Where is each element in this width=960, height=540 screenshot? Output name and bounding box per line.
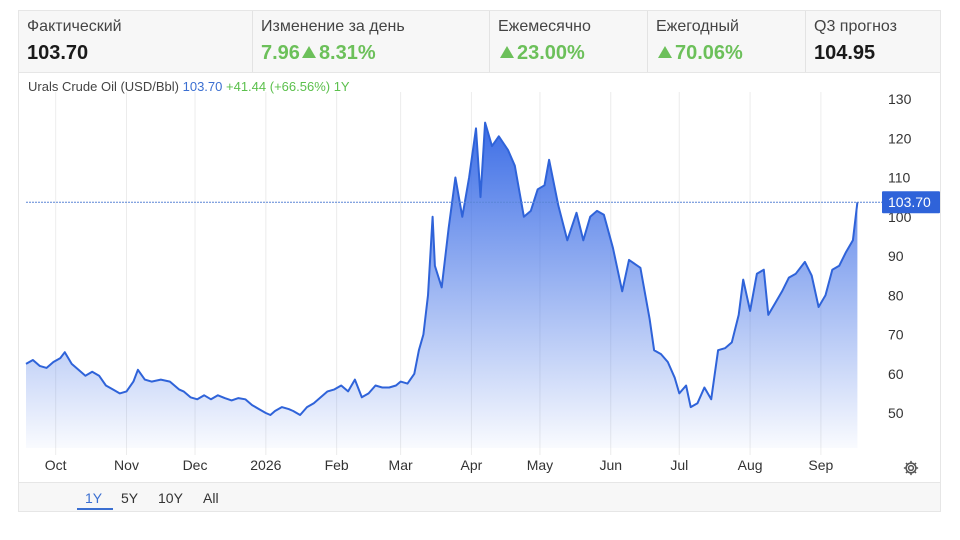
price-area xyxy=(26,122,858,448)
triangle-up-icon xyxy=(500,46,514,58)
x-tick-label: Oct xyxy=(45,457,67,473)
stat-label: Ежемесячно xyxy=(498,18,591,35)
stat-change-percent: 23.00% xyxy=(517,42,585,64)
stat-label: Ежегодный xyxy=(656,18,739,35)
x-tick-label: Apr xyxy=(461,457,483,473)
y-tick-label: 50 xyxy=(888,405,904,421)
gear-icon[interactable] xyxy=(902,459,920,477)
range-button-all[interactable]: All xyxy=(203,490,219,506)
price-line xyxy=(25,121,859,416)
stat-q3-forecast: Q3 прогноз 104.95 xyxy=(806,11,940,72)
stat-label: Изменение за день xyxy=(261,18,405,35)
stat-monthly: Ежемесячно 23.00% xyxy=(490,11,648,72)
x-tick-label: Feb xyxy=(325,457,349,473)
chart-header-price: 103.70 xyxy=(182,79,223,94)
chart-header-change: +41.44 (+66.56%) xyxy=(226,79,331,94)
y-tick-label: 80 xyxy=(888,287,904,303)
x-tick-label: Nov xyxy=(114,457,139,473)
range-active-indicator xyxy=(77,508,113,510)
stat-change-percent: 70.06% xyxy=(675,42,743,64)
stat-label: Фактический xyxy=(27,18,122,35)
x-tick-label: May xyxy=(527,457,553,473)
chart-header-range: 1Y xyxy=(333,79,350,94)
x-tick-label: Sep xyxy=(808,457,833,473)
triangle-up-icon xyxy=(658,46,672,58)
range-button-1y[interactable]: 1Y xyxy=(85,490,103,506)
stat-value: 23.00% xyxy=(498,42,647,65)
stat-value-number: 7.96 xyxy=(261,42,300,64)
chart-title: Urals Crude Oil (USD/Bbl) xyxy=(28,79,179,94)
x-axis: Oct Nov Dec 2026 Feb Mar Apr May Jun Jul Aug Sep xyxy=(45,457,834,473)
chart-frame xyxy=(18,73,941,482)
range-selector: 1Y 5Y 10Y All xyxy=(18,482,941,512)
stat-change-percent: 8.31% xyxy=(318,42,376,64)
y-tick-label: 60 xyxy=(888,366,904,382)
stat-daily-change: Изменение за день 7.96 8.31% xyxy=(253,11,490,72)
stat-value: 104.95 xyxy=(814,42,876,64)
x-tick-label: Mar xyxy=(389,457,413,473)
stat-value: 7.96 8.31% xyxy=(261,42,489,65)
x-tick-label: Jul xyxy=(670,457,688,473)
chart-header: Urals Crude Oil (USD/Bbl) 103.70 +41.44 … xyxy=(28,79,350,94)
x-tick-label: 2026 xyxy=(250,457,281,473)
x-tick-label: Aug xyxy=(738,457,763,473)
range-button-10y[interactable]: 10Y xyxy=(158,490,183,506)
last-price-tag: 103.70 xyxy=(882,191,940,214)
x-tick-label: Dec xyxy=(183,457,208,473)
range-button-5y[interactable]: 5Y xyxy=(121,490,139,506)
stat-value: 103.70 xyxy=(27,42,89,64)
stat-value: 70.06% xyxy=(656,42,805,65)
stat-yearly: Ежегодный 70.06% xyxy=(648,11,806,72)
triangle-up-icon xyxy=(301,46,316,58)
last-price-tag-bg xyxy=(882,191,940,214)
y-tick-label: 120 xyxy=(888,130,912,146)
y-tick-label: 90 xyxy=(888,248,904,264)
stat-actual: Фактический 103.70 xyxy=(19,11,253,72)
y-tick-label: 110 xyxy=(888,170,911,186)
stat-label: Q3 прогноз xyxy=(814,18,897,35)
last-price-tag-label: 103.70 xyxy=(888,194,931,210)
y-tick-label: 130 xyxy=(888,91,912,107)
x-tick-label: Jun xyxy=(599,457,622,473)
stats-bar: Фактический 103.70 Изменение за день 7.9… xyxy=(18,10,941,73)
y-tick-label: 70 xyxy=(888,327,904,343)
